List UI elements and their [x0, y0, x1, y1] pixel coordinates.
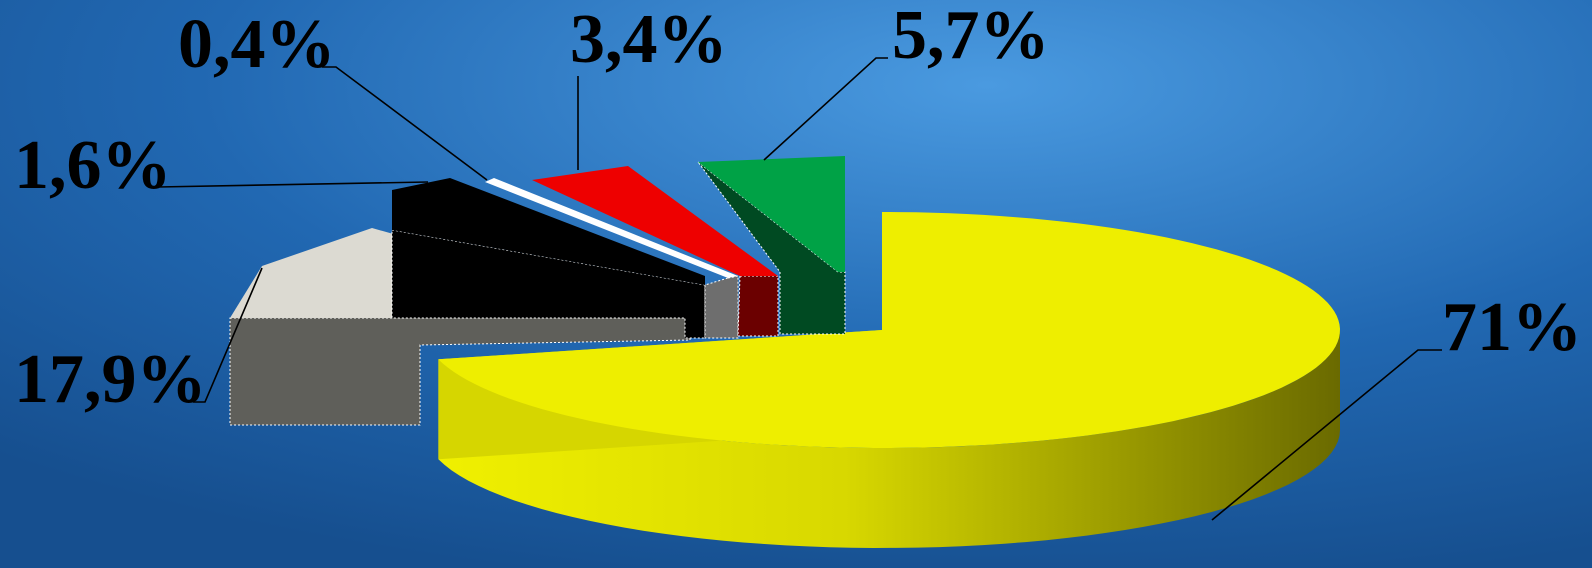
leader-line-0 [1211, 349, 1442, 521]
slice-top-0 [438, 212, 1340, 448]
slice-side-0 [438, 330, 1340, 548]
slice-side-5 [697, 161, 846, 335]
slice-top-3 [485, 178, 738, 278]
leader-line-2 [157, 181, 429, 188]
leader-lines [157, 57, 1442, 521]
slice-top-2 [392, 178, 705, 285]
leader-line-3 [322, 66, 488, 181]
slice-label-1: 17,9% [14, 341, 207, 418]
slice-labels: 71% 17,9% 1,6%0,4% 3,4% 5,7% [14, 0, 1582, 418]
leader-line-5 [763, 57, 888, 161]
slice-label-2: 1,6% [14, 127, 172, 204]
pie-slices [229, 156, 1340, 548]
slice-side-4 [737, 275, 779, 337]
slice-label-0: 71% [1442, 289, 1582, 366]
slice-label-4: 3,4% [570, 1, 728, 78]
slice-top-4 [532, 166, 778, 276]
slice-label-3: 0,4% [178, 6, 336, 83]
leader-line-1 [193, 267, 263, 403]
slice-top-5 [698, 156, 845, 272]
slice-label-5: 5,7% [892, 0, 1050, 74]
slice-side-3 [704, 275, 739, 339]
